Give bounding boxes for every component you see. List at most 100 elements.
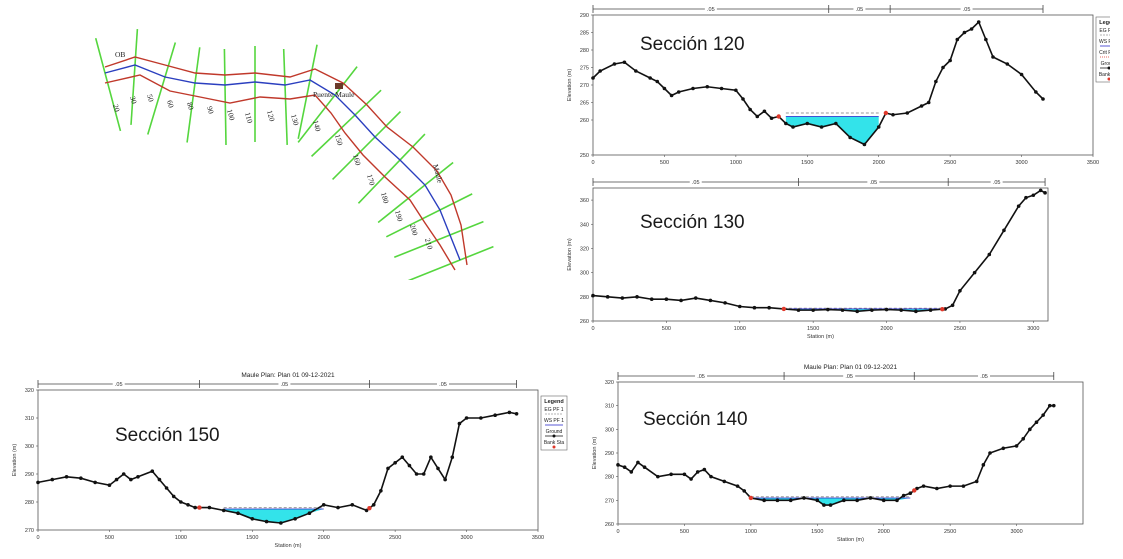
c140-ytick-label: 320 (605, 380, 614, 386)
c150-ground-point (321, 503, 326, 507)
c120-ytick-label: 270 (580, 83, 589, 89)
c150-water-area (223, 509, 324, 523)
c130-manning-label-bg (990, 179, 1003, 185)
c120-ytick-label: 290 (580, 13, 589, 19)
c140-ground-point (961, 484, 966, 488)
c120-ground-point (876, 125, 881, 129)
c130-ground-point (899, 308, 904, 312)
c140-ground-point (1047, 403, 1052, 408)
c130-ylabel: Elevation (m) (567, 238, 573, 271)
c130-ytick-label: 300 (580, 271, 589, 277)
c130-ground-point (620, 296, 625, 300)
c150-ground-point (436, 466, 440, 471)
c130-ground-point (950, 303, 955, 308)
c120-ground-point (862, 142, 867, 147)
c120-ground-point (905, 111, 910, 115)
c130-xtick-label: 2000 (880, 326, 892, 332)
c130-ytick-label: 320 (580, 246, 589, 252)
c150-ground-point (114, 477, 119, 482)
c150-ground-point (507, 410, 512, 415)
c130-plot-frame (592, 187, 1049, 322)
c120-manning-label-bg (853, 6, 866, 12)
c150-ground-point (157, 477, 162, 482)
c120-ground-point (598, 69, 602, 73)
c130-ytick-label: 340 (580, 222, 589, 228)
c150-xtick-label: 2000 (318, 535, 330, 541)
c150-ground-point (121, 472, 126, 476)
c140-ground-point (689, 477, 693, 481)
c150-ground-point (307, 511, 312, 515)
c120-manning-label-bg (704, 6, 717, 12)
c120-ytick-label: 285 (580, 31, 589, 37)
c130-ytick-label: 260 (580, 319, 589, 325)
c150-ground-point (221, 508, 226, 513)
c140-xlabel: Station (m) (837, 537, 864, 543)
c120-legend-item: Ground (1101, 61, 1110, 67)
c120-ground-point (805, 121, 810, 126)
map-cross-section-line (332, 110, 402, 180)
map-cross-section-line (146, 42, 177, 135)
c150-header: Maule Plan: Plan 01 09-12-2021 (241, 372, 335, 379)
map-ob-label: OB (115, 50, 125, 59)
c120-ground-point (984, 37, 988, 42)
c150-ground-point (93, 480, 97, 485)
c140-ground-point (695, 470, 700, 474)
c120-ground-point (791, 125, 795, 129)
map-section-label: 210 (423, 237, 435, 250)
c150-ground-point (400, 455, 405, 459)
c140-bank-station (748, 495, 754, 501)
c130-ground-point (1031, 193, 1036, 198)
c150-ground-point (364, 508, 369, 513)
c120-bank-station (776, 114, 781, 119)
c130-ground-point (737, 304, 742, 309)
c140-xtick-label: 2500 (944, 529, 956, 535)
c150-ground-point (479, 416, 483, 420)
c150-ground-point (129, 477, 133, 482)
c150-legend-item: EG PF 1 (544, 407, 563, 413)
c120-xtick-label: 3000 (1015, 160, 1027, 166)
c150-ground-point (250, 517, 255, 521)
c120-ground-point (741, 97, 745, 101)
c120-xtick-label: 500 (660, 160, 669, 166)
c140-ground-point (762, 498, 766, 503)
c150-ground-point (193, 505, 197, 510)
c120-ground-point (691, 86, 695, 91)
c140-ground-point (709, 474, 713, 479)
chart-seccion-140: Maule Plan: Plan 01 09-12-2021 .05 .05 .05 2… (578, 360, 1118, 555)
c120-ground-point (762, 109, 767, 114)
c150-ytick-label: 290 (25, 472, 34, 478)
c150-ytick-label: 270 (25, 528, 34, 534)
c140-ground-point (921, 484, 926, 488)
c120-bank-station (883, 110, 889, 116)
c140-ground-point (935, 486, 939, 491)
chart-seccion-130-svg: .05 .05 .05 260 280 300 320 340 360 0 500 1000 1500 2… (567, 178, 1049, 340)
c120-ground-point (941, 65, 945, 70)
c140-ground-point (802, 496, 806, 500)
map-section-label: 190 (393, 209, 405, 222)
c130-ground-point (649, 297, 654, 302)
c150-ground-point (407, 463, 412, 468)
c140-bank-station (912, 488, 917, 493)
c140-ytick-label: 300 (605, 427, 614, 433)
c140-ground-point (908, 491, 913, 496)
c120-ground-point (676, 90, 681, 94)
c130-ground-point (693, 296, 698, 300)
c150-ground-point (371, 503, 376, 507)
c130-xtick-label: 0 (591, 326, 594, 332)
c150-ground-point (514, 412, 519, 416)
c120-ground-point (755, 114, 760, 119)
c130-ground-point (723, 301, 727, 305)
c130-ground-point (884, 307, 889, 312)
c150-bank-station (367, 505, 372, 511)
c140-xtick-label: 1000 (745, 529, 757, 535)
c140-ytick-label: 290 (605, 451, 614, 457)
c150-ground-point (186, 503, 190, 507)
c120-ground-point (919, 104, 924, 108)
c120-ground-point (748, 107, 752, 112)
map-cross-section-line (282, 48, 288, 145)
c150-legend-box (540, 395, 568, 451)
map-bank-line-upper (104, 56, 468, 266)
c130-ground-point (987, 252, 992, 257)
c140-ground-point (1051, 403, 1056, 408)
map-cross-section-line (393, 220, 484, 259)
